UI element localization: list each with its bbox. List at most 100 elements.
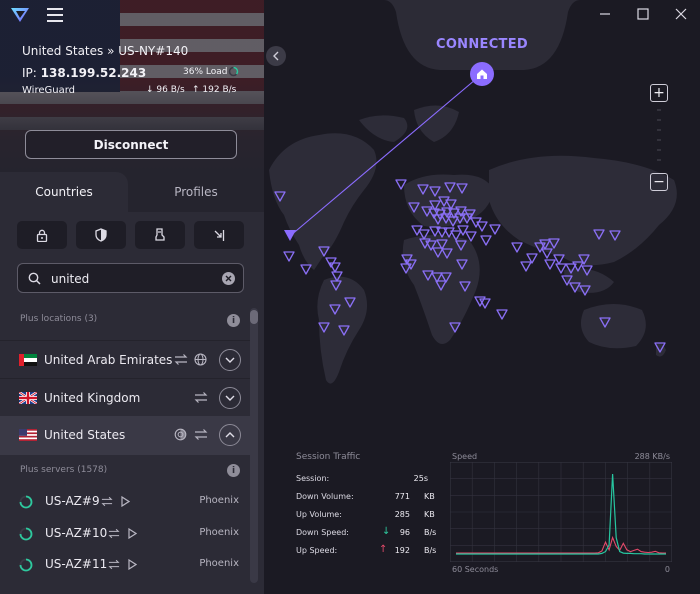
- tab-profiles[interactable]: Profiles: [174, 185, 218, 199]
- server-location-marker[interactable]: [479, 298, 491, 309]
- server-row[interactable]: US-AZ#9 Phoenix: [0, 487, 250, 517]
- server-location-marker[interactable]: [417, 184, 429, 195]
- clear-search-icon[interactable]: [222, 272, 235, 285]
- server-location-marker[interactable]: [555, 263, 567, 274]
- server-location-marker[interactable]: [441, 207, 453, 218]
- server-location-marker[interactable]: [548, 238, 560, 249]
- netshield-filter-button[interactable]: [76, 221, 126, 249]
- server-location-marker[interactable]: [344, 297, 356, 308]
- server-location-marker[interactable]: [449, 322, 461, 333]
- server-location-marker[interactable]: [418, 229, 430, 240]
- info-icon[interactable]: i: [227, 464, 240, 477]
- server-location-marker[interactable]: [338, 325, 350, 336]
- zoom-track[interactable]: [657, 106, 661, 164]
- server-location-marker[interactable]: [432, 214, 444, 225]
- server-location-marker[interactable]: [581, 265, 593, 276]
- disconnect-button[interactable]: Disconnect: [25, 130, 237, 159]
- search-box[interactable]: [17, 263, 244, 293]
- server-location-marker[interactable]: [456, 183, 468, 194]
- server-location-marker[interactable]: [599, 317, 611, 328]
- maximize-icon[interactable]: [634, 6, 652, 22]
- server-location-marker[interactable]: [330, 280, 342, 291]
- expand-uae-button[interactable]: [219, 349, 241, 371]
- server-location-marker[interactable]: [274, 191, 286, 202]
- server-location-marker[interactable]: [429, 186, 441, 197]
- server-location-marker[interactable]: [609, 230, 621, 241]
- server-location-marker[interactable]: [444, 182, 456, 193]
- server-location-marker[interactable]: [300, 264, 312, 275]
- server-location-marker[interactable]: [425, 240, 437, 251]
- server-location-marker[interactable]: [441, 248, 453, 259]
- server-location-marker[interactable]: [450, 230, 462, 241]
- server-location-marker[interactable]: [480, 235, 492, 246]
- collapse-us-button[interactable]: [219, 424, 241, 446]
- expand-uk-button[interactable]: [219, 387, 241, 409]
- server-markers[interactable]: [274, 179, 666, 353]
- server-location-marker[interactable]: [457, 225, 469, 236]
- world-map[interactable]: [264, 0, 700, 440]
- server-location-marker[interactable]: [440, 272, 452, 283]
- zoom-in-button[interactable]: +: [650, 84, 668, 102]
- server-location-marker[interactable]: [429, 226, 441, 237]
- server-location-marker[interactable]: [329, 304, 341, 315]
- server-location-marker[interactable]: [476, 221, 488, 232]
- tab-countries[interactable]: Countries: [0, 172, 128, 212]
- server-location-marker[interactable]: [593, 229, 605, 240]
- server-location-marker[interactable]: [454, 213, 466, 224]
- secure-core-filter-button[interactable]: [17, 221, 67, 249]
- server-location-marker[interactable]: [445, 199, 457, 210]
- server-location-marker[interactable]: [405, 259, 417, 270]
- server-location-marker[interactable]: [465, 231, 477, 242]
- server-location-marker[interactable]: [579, 285, 591, 296]
- server-location-marker[interactable]: [569, 282, 581, 293]
- minimize-icon[interactable]: [596, 6, 614, 22]
- server-location-marker[interactable]: [331, 271, 343, 282]
- server-location-marker[interactable]: [520, 261, 532, 272]
- server-location-marker[interactable]: [539, 239, 551, 250]
- server-location-marker[interactable]: [572, 261, 584, 272]
- server-location-marker[interactable]: [534, 242, 546, 253]
- server-location-marker[interactable]: [408, 202, 420, 213]
- zoom-out-button[interactable]: −: [650, 173, 668, 191]
- server-location-marker[interactable]: [422, 270, 434, 281]
- server-location-marker[interactable]: [565, 263, 577, 274]
- server-location-marker[interactable]: [318, 322, 330, 333]
- server-row[interactable]: US-AZ#11 Phoenix: [0, 550, 250, 580]
- server-location-marker[interactable]: [544, 259, 556, 270]
- server-location-marker[interactable]: [456, 259, 468, 270]
- p2p-filter-button[interactable]: [194, 221, 244, 249]
- server-location-marker[interactable]: [283, 251, 295, 262]
- server-location-marker[interactable]: [526, 253, 538, 264]
- server-location-marker[interactable]: [455, 206, 467, 217]
- server-row[interactable]: US-AZ#10 Phoenix: [0, 519, 250, 549]
- server-location-marker[interactable]: [447, 216, 459, 227]
- server-location-marker[interactable]: [432, 247, 444, 258]
- server-location-marker[interactable]: [474, 296, 486, 307]
- app-logo-icon[interactable]: [10, 6, 30, 24]
- info-icon[interactable]: i: [227, 314, 240, 327]
- tor-filter-button[interactable]: [135, 221, 185, 249]
- server-location-marker[interactable]: [436, 227, 448, 238]
- close-icon[interactable]: [672, 6, 690, 22]
- collapse-sidebar-button[interactable]: [266, 46, 286, 66]
- home-location-button[interactable]: [470, 62, 494, 86]
- search-input[interactable]: [51, 270, 211, 288]
- server-location-marker[interactable]: [461, 213, 473, 224]
- scrollbar-track[interactable]: [250, 308, 258, 583]
- server-location-marker[interactable]: [511, 242, 523, 253]
- country-row-uae[interactable]: United Arab Emirates: [0, 340, 250, 378]
- server-location-marker[interactable]: [541, 248, 553, 259]
- server-location-marker[interactable]: [318, 246, 330, 257]
- server-location-marker[interactable]: [654, 342, 666, 353]
- connected-location-marker[interactable]: [284, 230, 296, 241]
- server-location-marker[interactable]: [561, 275, 573, 286]
- server-location-marker[interactable]: [578, 254, 590, 265]
- server-location-marker[interactable]: [455, 240, 467, 251]
- server-location-marker[interactable]: [431, 272, 443, 283]
- server-location-marker[interactable]: [429, 200, 441, 211]
- server-location-marker[interactable]: [489, 224, 501, 235]
- menu-icon[interactable]: [47, 8, 63, 22]
- server-location-marker[interactable]: [496, 309, 508, 320]
- server-location-marker[interactable]: [435, 280, 447, 291]
- server-location-marker[interactable]: [553, 254, 565, 265]
